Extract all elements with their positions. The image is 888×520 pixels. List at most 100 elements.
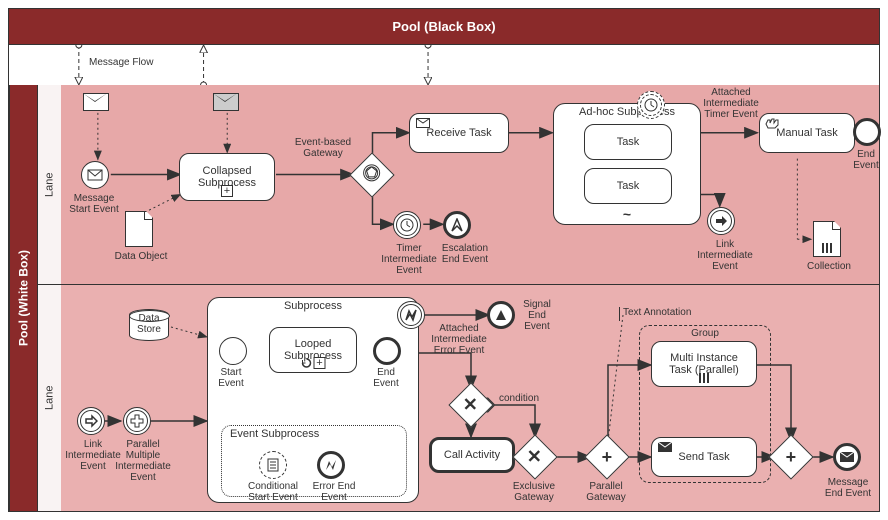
link-icon: [714, 214, 728, 228]
signal-end-event: [487, 301, 515, 329]
link-icon: [84, 414, 98, 428]
receive-task-label: Receive Task: [426, 127, 491, 139]
pool-white-label: Pool (White Box): [9, 85, 37, 511]
plus-icon: [130, 414, 144, 428]
condition-label: condition: [499, 393, 539, 404]
task-b-label: Task: [617, 180, 640, 192]
lane-1-content: Message Start Event Collapsed Subprocess…: [61, 85, 879, 284]
manual-task-label: Manual Task: [776, 127, 838, 139]
par-mult-label: Parallel Multiple Intermediate Event: [113, 439, 173, 483]
error-end-event: [317, 451, 345, 479]
plus-icon: +: [786, 446, 797, 467]
lane-1-label: Lane: [37, 85, 61, 284]
exclusive-gateway-merge: ✕: [448, 382, 493, 427]
multi-instance-task: Multi Instance Task (Parallel): [651, 341, 757, 387]
end-event: [853, 118, 881, 146]
adhoc-label: Ad-hoc Subprocess: [554, 104, 700, 120]
pool-black-label: Pool (Black Box): [392, 19, 495, 34]
parallel-gateway-join: +: [768, 434, 813, 479]
message-end-event: [833, 443, 861, 471]
x-icon: ✕: [463, 395, 478, 416]
link-intermediate-catch: [77, 407, 105, 435]
adhoc-task-a: Task: [584, 124, 672, 160]
signal-icon: [494, 308, 508, 322]
envelope-icon: [416, 118, 430, 128]
attached-error-event: [397, 301, 425, 329]
timer-intermediate-event: [393, 211, 421, 239]
excl-gw-label: Exclusive Gateway: [511, 481, 557, 503]
parallel-gateway: +: [584, 434, 629, 479]
loop-plus-marker: +: [301, 357, 326, 369]
text-annotation: Text Annotation: [623, 307, 691, 318]
call-activity: Call Activity: [429, 437, 515, 473]
adhoc-subprocess: Ad-hoc Subprocess Task Task ~: [553, 103, 701, 225]
link-ie-label: Link Intermediate Event: [697, 239, 753, 272]
receive-task: Receive Task: [409, 113, 509, 153]
start-event: [219, 337, 247, 365]
link-intermediate-event: [707, 207, 735, 235]
cond-start-label: Conditional Start Event: [243, 481, 303, 503]
eb-gateway-label: Event-based Gateway: [293, 137, 353, 159]
subprocess-label: Subprocess: [208, 298, 418, 314]
pool-white-box: Pool (White Box) Lane: [9, 85, 879, 511]
expand-marker: +: [221, 185, 233, 197]
group-label: Group: [640, 328, 770, 339]
signal-end-label: Signal End Event: [519, 299, 555, 332]
event-sub-label: Event Subprocess: [222, 426, 406, 442]
clock-icon: [644, 98, 658, 112]
message-flow-label: Message Flow: [89, 57, 153, 68]
error-end-label: Error End Event: [309, 481, 359, 503]
par-gw-label: Parallel Gateway: [583, 481, 629, 503]
envelope-filled-icon: [658, 442, 672, 452]
escalation-end-label: Escalation End Event: [439, 243, 491, 265]
bpmn-diagram: Pool (Black Box) Message Flow Pool (Whit…: [8, 8, 880, 512]
data-object: [125, 211, 153, 247]
msg-end-label: Message End Event: [823, 477, 873, 499]
collection-label: Collection: [805, 261, 853, 272]
lane-2: Lane: [37, 285, 879, 511]
sub-end-label: End Event: [369, 367, 403, 389]
text-annotation-bracket: [619, 307, 620, 321]
data-store-label: Data Store: [131, 313, 167, 335]
message-flow-area: Message Flow: [9, 45, 879, 85]
error-icon: [404, 308, 418, 322]
parallel-multiple-intermediate: [123, 407, 151, 435]
clock-icon: [400, 218, 414, 232]
timer-ie-label: Timer Intermediate Event: [379, 243, 439, 276]
event-based-gateway: [349, 152, 394, 197]
pool-black-box: Pool (Black Box): [9, 9, 879, 45]
manual-task: Manual Task: [759, 113, 855, 153]
call-activity-label: Call Activity: [444, 449, 500, 461]
hand-icon: [765, 117, 781, 129]
lane-2-label: Lane: [37, 285, 61, 511]
msg-start-label: Message Start Event: [69, 193, 119, 215]
data-object-label: Data Object: [113, 251, 169, 262]
collection-data-object: [813, 221, 841, 257]
start-event-label: Start Event: [213, 367, 249, 389]
collapsed-subprocess: Collapsed Subprocess +: [179, 153, 275, 201]
attached-timer-event: [637, 91, 665, 119]
adhoc-marker-icon: ~: [623, 206, 631, 222]
error-icon: [324, 458, 338, 472]
x-icon: ✕: [527, 447, 542, 468]
send-task-label: Send Task: [678, 451, 729, 463]
multi-instance-icon: [699, 373, 709, 383]
loop-icon: [301, 357, 313, 369]
envelope-icon: [87, 169, 103, 181]
plus-icon: +: [602, 446, 613, 467]
escalation-icon: [450, 218, 464, 232]
lane-1: Lane: [37, 85, 879, 285]
conditional-start-event: [259, 451, 287, 479]
attached-err-label: Attached Intermediate Error Event: [429, 323, 489, 356]
lanes: Lane: [37, 85, 879, 511]
exclusive-gateway: ✕: [512, 434, 557, 479]
message-start-event: [81, 161, 109, 189]
task-a-label: Task: [617, 136, 640, 148]
pentagon-icon: [363, 164, 381, 187]
send-task: Send Task: [651, 437, 757, 477]
envelope-filled-icon: [840, 452, 854, 462]
multi-instance-icon: [822, 243, 832, 253]
list-icon: [267, 458, 279, 472]
looped-subprocess: Looped Subprocess +: [269, 327, 357, 373]
sub-end-event: [373, 337, 401, 365]
